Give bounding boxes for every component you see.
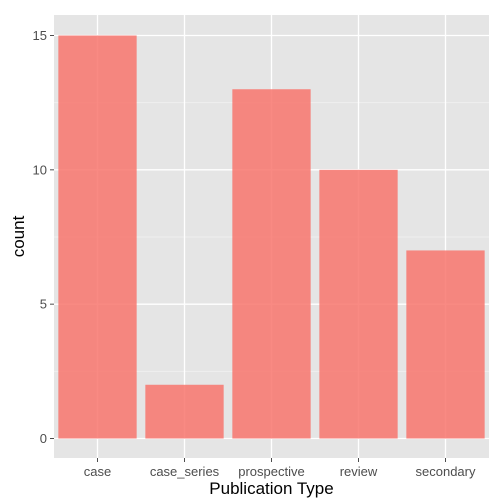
y-axis: 0 5 10 15 [33, 28, 54, 446]
bar-secondary [406, 250, 485, 439]
x-tick-label: case_series [150, 464, 220, 479]
bar-case-series [145, 384, 224, 439]
x-tick-label: secondary [416, 464, 476, 479]
y-tick-label: 5 [40, 297, 47, 312]
x-axis: case case_series prospective review secondar… [84, 458, 476, 479]
x-tick-label: prospective [238, 464, 304, 479]
x-tick-label: case [84, 464, 111, 479]
x-axis-title: Publication Type [209, 479, 333, 498]
bars [58, 35, 485, 439]
bar-review [319, 169, 398, 439]
y-axis-title: count [9, 215, 28, 257]
bar-prospective [232, 89, 311, 439]
y-tick-label: 0 [40, 431, 47, 446]
bar-case [58, 35, 137, 439]
x-tick-label: review [340, 464, 378, 479]
y-tick-label: 15 [33, 28, 47, 43]
y-tick-label: 10 [33, 162, 47, 177]
